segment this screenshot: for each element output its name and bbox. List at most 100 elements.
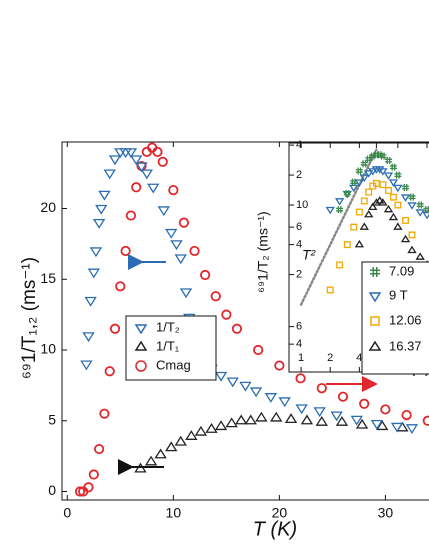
plot-1: 1246102462461024T (K)⁶⁹1/T₂ (ms⁻¹)T²7.09… xyxy=(255,139,429,377)
data-point xyxy=(360,197,368,205)
data-point xyxy=(365,155,373,163)
data-point xyxy=(384,157,392,165)
data-point xyxy=(401,410,412,421)
data-point xyxy=(389,163,397,171)
data-point xyxy=(407,245,417,254)
annotation: T² xyxy=(302,247,317,263)
legend-label: 1/T₁ xyxy=(156,338,180,353)
data-point xyxy=(174,435,187,446)
data-point xyxy=(278,397,291,408)
x-tick-label: 0 xyxy=(63,505,71,521)
data-point xyxy=(385,187,392,194)
data-point xyxy=(388,179,399,187)
data-point xyxy=(394,171,402,179)
data-point xyxy=(88,469,99,480)
data-point xyxy=(82,332,95,343)
data-point xyxy=(389,193,397,201)
data-point xyxy=(194,425,208,436)
legend-marker xyxy=(135,360,147,372)
data-point xyxy=(239,381,252,392)
data-point xyxy=(402,184,410,192)
legend-label: 7.09 xyxy=(389,263,414,278)
legend-label: 1/T₂ xyxy=(156,319,180,334)
data-point xyxy=(226,377,239,388)
data-point xyxy=(380,404,391,415)
legend-label: 12.06 xyxy=(389,312,422,327)
y-tick-label: 20 xyxy=(40,199,56,215)
data-point xyxy=(393,184,403,193)
data-point xyxy=(185,430,198,440)
y-tick-label: 4 xyxy=(296,338,302,350)
data-point xyxy=(244,414,257,425)
data-point xyxy=(235,414,248,425)
data-point xyxy=(264,393,278,403)
data-point xyxy=(104,366,115,377)
y-tick-label: 15 xyxy=(40,270,56,286)
y-tick-label: 2 xyxy=(296,169,302,181)
x-tick-label: 30 xyxy=(378,505,394,521)
data-point xyxy=(364,209,374,218)
y-tick-label: 5 xyxy=(48,411,56,427)
x-tick-label: 20 xyxy=(272,505,288,521)
data-point xyxy=(383,172,394,180)
data-point xyxy=(130,155,143,166)
data-point xyxy=(179,288,193,299)
data-point xyxy=(178,217,190,228)
legend-label: 9 T xyxy=(389,287,408,302)
data-point xyxy=(274,360,285,371)
legend-box xyxy=(361,261,429,375)
data-point xyxy=(355,418,369,429)
data-point xyxy=(295,373,306,384)
y-tick-label: 6 xyxy=(296,321,302,333)
y-tick-label: 10 xyxy=(40,341,56,357)
data-point xyxy=(249,387,263,398)
data-point xyxy=(124,148,138,159)
data-point xyxy=(295,404,308,415)
data-point xyxy=(343,190,351,198)
data-point xyxy=(84,296,97,307)
data-point xyxy=(371,198,382,206)
data-point xyxy=(335,415,349,426)
legend-marker xyxy=(134,340,148,351)
data-point xyxy=(231,323,243,334)
data-point xyxy=(152,146,163,157)
data-point xyxy=(408,231,416,239)
data-point xyxy=(368,168,378,176)
data-point xyxy=(349,184,359,193)
data-point xyxy=(125,210,137,221)
data-point xyxy=(131,182,142,193)
data-point xyxy=(423,206,429,214)
y-tick-label: 6 xyxy=(296,221,302,233)
data-point xyxy=(355,167,363,175)
data-point xyxy=(83,482,94,493)
data-point xyxy=(400,194,411,202)
y-axis-label: ⁶⁹1/T₂ (ms⁻¹) xyxy=(255,211,271,292)
data-point xyxy=(364,170,374,178)
data-point xyxy=(383,204,394,213)
data-point xyxy=(225,417,238,428)
data-point xyxy=(189,245,200,257)
data-point xyxy=(376,420,389,431)
data-point xyxy=(154,448,167,459)
data-point xyxy=(315,415,328,426)
legend-marker xyxy=(368,340,382,351)
data-point xyxy=(140,169,154,180)
data-point xyxy=(95,204,108,215)
data-point xyxy=(394,201,402,209)
data-point xyxy=(205,423,218,433)
data-point xyxy=(165,228,178,239)
data-point xyxy=(343,241,351,249)
data-point xyxy=(99,408,110,419)
data-point xyxy=(165,441,178,452)
data-point xyxy=(89,247,103,258)
data-point xyxy=(372,179,380,187)
data-point xyxy=(157,206,170,217)
data-point xyxy=(144,455,158,466)
data-point xyxy=(270,411,283,422)
data-point xyxy=(313,407,326,418)
data-point xyxy=(253,344,264,356)
plot-frame xyxy=(288,142,429,373)
data-point xyxy=(74,486,86,497)
